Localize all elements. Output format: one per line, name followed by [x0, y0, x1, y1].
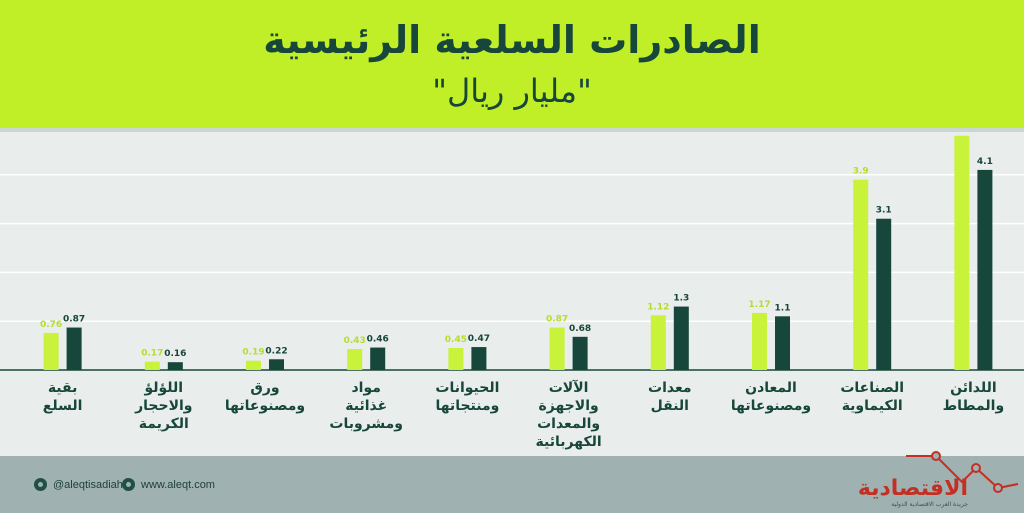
bar: [775, 316, 790, 370]
twitter-handle[interactable]: @aleqtisadiah: [34, 478, 123, 491]
data-label: 0.87: [546, 315, 568, 325]
plot-area: 0.76 0.87 بقية السلع 0.17 0.16 اللؤلؤ والاحجار ا…: [0, 132, 1024, 456]
brand-name: الاقتصادية: [857, 476, 968, 501]
bar: [246, 360, 261, 370]
category-label: ومصنوعاتها: [225, 398, 305, 414]
bar: [853, 179, 869, 370]
category-label: المعادن: [745, 380, 797, 396]
data-label: 0.45: [445, 335, 467, 345]
data-label: 1.17: [748, 300, 770, 310]
brand-logo: الاقتصادية جريدة العرب الاقتصادية الدولي…: [857, 476, 968, 509]
bar: [167, 362, 183, 370]
category-label: والمعدات: [537, 416, 600, 432]
category-label: اللدائن: [950, 380, 997, 396]
category-label: السلع: [43, 398, 83, 414]
bar: [269, 359, 284, 370]
data-label: 3.1: [876, 206, 892, 216]
data-label: 0.17: [141, 349, 163, 359]
chart-subtitle: "مليار ريال": [432, 72, 592, 110]
category-label: مواد: [351, 380, 380, 396]
globe-icon: [122, 478, 135, 491]
data-label: 1.1: [775, 303, 791, 313]
category-label: الآلات: [549, 379, 589, 396]
website-text: www.aleqt.com: [141, 478, 215, 491]
data-label: 0.19: [242, 348, 264, 358]
category-label: والاحجار: [134, 398, 192, 414]
data-label: 4.1: [977, 157, 993, 167]
twitter-text: @aleqtisadiah: [53, 478, 123, 491]
category-label: ومشروبات: [329, 416, 403, 432]
category-label: الكيماوية: [842, 398, 903, 414]
category-label: غذائية: [345, 398, 387, 414]
data-label: 0.76: [40, 320, 62, 330]
brand-tagline: جريدة العرب الاقتصادية الدولية: [891, 501, 968, 508]
data-label: 0.87: [63, 315, 85, 325]
bar: [66, 327, 82, 370]
data-label: 0.47: [468, 334, 490, 344]
bar: [876, 218, 892, 370]
category-label: والاجهزة: [538, 398, 598, 414]
bar: [572, 336, 588, 370]
twitter-icon: [34, 478, 47, 491]
category-label: بقية: [48, 380, 78, 396]
bar: [549, 327, 565, 370]
bar: [673, 306, 689, 370]
bar: [448, 348, 464, 370]
data-label: 0.16: [164, 349, 186, 359]
bar: [347, 349, 363, 370]
data-label: 0.43: [344, 336, 366, 346]
data-label: 0.22: [265, 346, 287, 356]
category-label: والمطاط: [943, 398, 1005, 414]
bar: [954, 135, 970, 370]
bar: [752, 312, 767, 370]
footer-bar: @aleqtisadiah www.aleqt.com الاقتصادية ج…: [0, 456, 1024, 513]
category-label: الحيوانات: [435, 380, 499, 396]
category-label: ومنتجاتها: [435, 398, 499, 414]
header-banner: الصادرات السلعية الرئيسية "مليار ريال": [0, 0, 1024, 132]
category-label: معدات: [648, 380, 692, 396]
category-label: ومصنوعاتها: [731, 398, 811, 414]
bar: [650, 315, 666, 370]
bar: [43, 332, 59, 370]
data-label: 4.8: [954, 132, 970, 133]
bar: [370, 347, 386, 370]
bar: [977, 169, 993, 370]
bar: [144, 361, 160, 370]
category-label: الصناعات: [840, 380, 904, 396]
category-label: ورق: [250, 380, 279, 396]
trend-line-icon: [906, 451, 1019, 493]
category-label: الكهربائية: [536, 434, 602, 450]
data-label: 3.9: [853, 167, 869, 177]
category-label: النقل: [651, 398, 689, 414]
data-label: 0.46: [367, 335, 389, 345]
website-link[interactable]: www.aleqt.com: [122, 478, 215, 491]
data-label: 1.12: [647, 302, 669, 312]
data-label: 0.68: [569, 324, 591, 334]
category-label: الكريمة: [139, 416, 189, 432]
data-label: 1.3: [673, 294, 689, 304]
chart-title: الصادرات السلعية الرئيسية: [263, 18, 761, 62]
category-label: اللؤلؤ: [144, 380, 184, 396]
bar: [471, 347, 487, 370]
